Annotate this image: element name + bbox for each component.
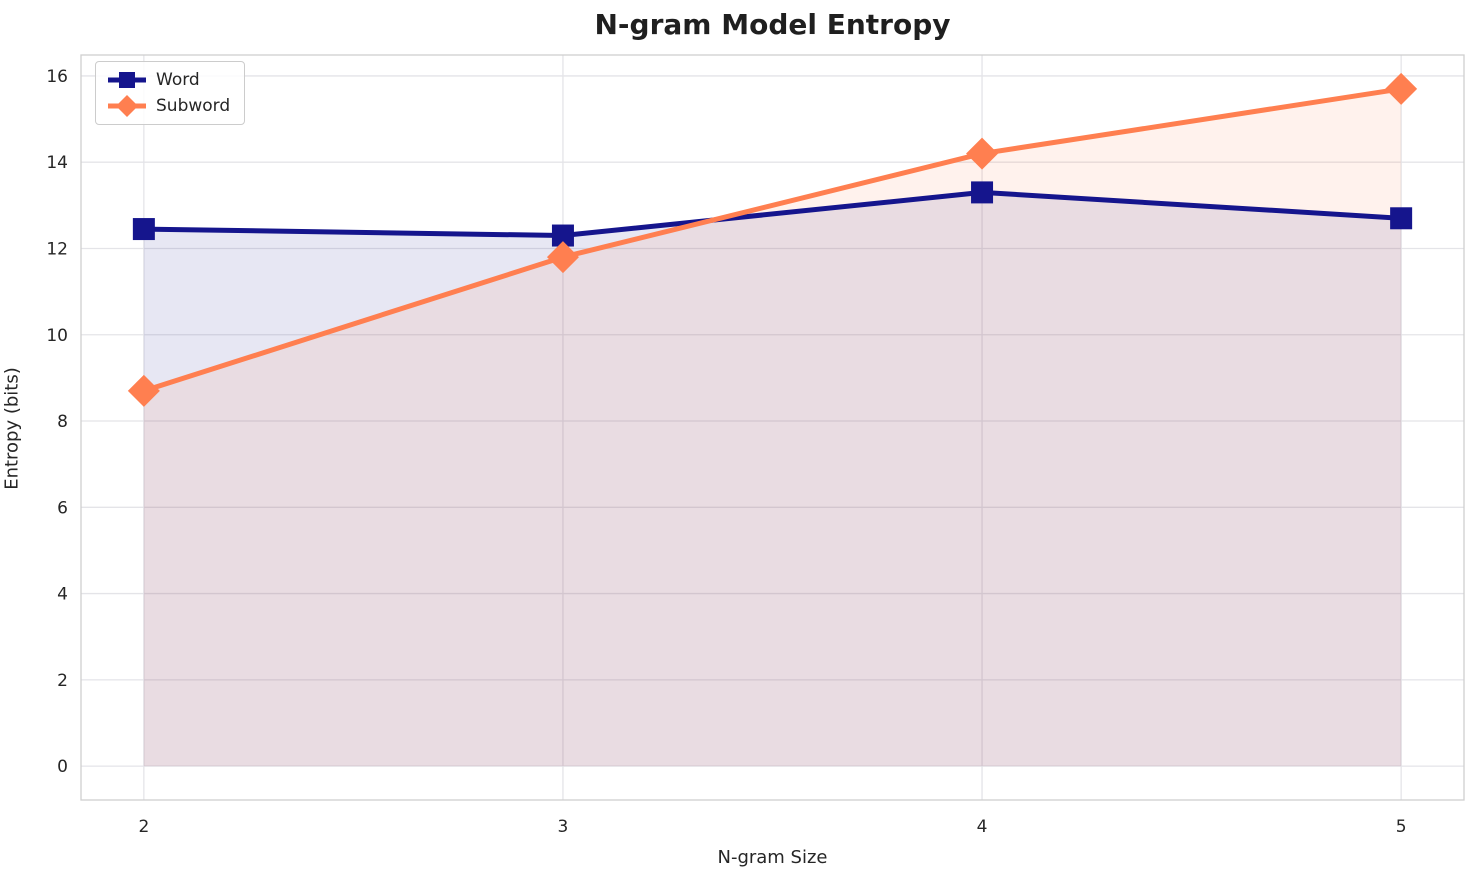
- svg-text:4: 4: [57, 585, 68, 605]
- svg-text:8: 8: [57, 412, 68, 432]
- svg-text:0: 0: [57, 757, 68, 777]
- x-axis-label: N-gram Size: [717, 847, 828, 868]
- series-line-word: [141, 189, 1404, 239]
- series-markers-word: [132, 181, 1413, 247]
- chart-title: N-gram Model Entropy: [594, 8, 951, 41]
- legend-label: Subword: [156, 96, 231, 116]
- svg-text:12: 12: [46, 239, 68, 259]
- svg-text:5: 5: [1396, 817, 1407, 837]
- legend-item-word: Word: [106, 69, 230, 91]
- svg-text:4: 4: [977, 817, 988, 837]
- series-line-subword: [141, 86, 1404, 394]
- area-fill-subword: [143, 88, 1402, 767]
- plot-border: [80, 54, 1465, 801]
- svg-text:6: 6: [57, 498, 68, 518]
- grid-lines: [81, 55, 1464, 800]
- legend: Word Subword: [95, 61, 246, 125]
- svg-text:2: 2: [138, 817, 149, 837]
- plot-background: [81, 55, 1464, 800]
- series-markers-subword: [127, 72, 1418, 407]
- svg-text:3: 3: [558, 817, 569, 837]
- tick-labels: 2 3 4 5 0 2 4 6 8 10 12 14 16: [46, 67, 1406, 837]
- legend-swatch-subword: [108, 95, 146, 117]
- svg-text:14: 14: [46, 153, 68, 173]
- legend-item-subword: Subword: [106, 95, 230, 117]
- legend-label: Word: [156, 70, 200, 90]
- legend-swatch-word: [108, 72, 146, 88]
- svg-text:2: 2: [57, 671, 68, 691]
- y-axis-label: Entropy (bits): [1, 367, 23, 490]
- svg-text:10: 10: [46, 326, 68, 346]
- svg-text:16: 16: [46, 67, 68, 87]
- area-fill-word: [143, 192, 1402, 767]
